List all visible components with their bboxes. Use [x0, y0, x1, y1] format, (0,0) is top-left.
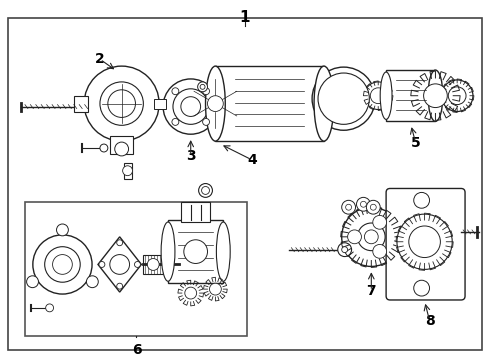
Circle shape	[173, 89, 208, 124]
Circle shape	[108, 90, 135, 117]
Circle shape	[370, 204, 376, 210]
Circle shape	[200, 84, 205, 89]
Bar	[74, 96, 88, 112]
Circle shape	[172, 118, 179, 125]
Circle shape	[201, 186, 210, 194]
Text: 3: 3	[186, 149, 196, 163]
Text: 2: 2	[95, 52, 105, 66]
Circle shape	[414, 193, 430, 208]
Circle shape	[99, 261, 105, 267]
Bar	[168, 220, 223, 283]
Circle shape	[84, 66, 159, 141]
Circle shape	[441, 80, 473, 112]
Circle shape	[424, 84, 447, 108]
Circle shape	[358, 223, 385, 251]
Circle shape	[365, 82, 392, 109]
Text: 7: 7	[367, 284, 376, 298]
Circle shape	[147, 258, 159, 270]
Text: 4: 4	[247, 153, 257, 167]
Circle shape	[184, 240, 207, 264]
Circle shape	[367, 200, 380, 214]
Circle shape	[345, 204, 351, 210]
Bar	[110, 136, 133, 154]
Circle shape	[52, 255, 73, 274]
Circle shape	[342, 200, 356, 214]
Bar	[123, 163, 131, 179]
Circle shape	[373, 215, 387, 229]
Circle shape	[56, 224, 69, 236]
Circle shape	[357, 197, 370, 211]
Ellipse shape	[161, 222, 175, 281]
Bar	[154, 99, 166, 109]
Circle shape	[414, 280, 430, 296]
Circle shape	[197, 82, 207, 92]
Circle shape	[198, 184, 213, 197]
Bar	[181, 202, 211, 222]
Circle shape	[117, 240, 122, 246]
Circle shape	[110, 255, 129, 274]
Ellipse shape	[380, 72, 392, 120]
Ellipse shape	[205, 66, 225, 141]
Bar	[386, 70, 436, 121]
Circle shape	[122, 166, 132, 176]
Circle shape	[373, 244, 387, 258]
Circle shape	[181, 97, 200, 116]
Circle shape	[361, 201, 367, 207]
Ellipse shape	[217, 222, 230, 281]
Circle shape	[207, 96, 223, 112]
Circle shape	[185, 287, 196, 299]
Circle shape	[312, 67, 375, 130]
Circle shape	[45, 247, 80, 282]
Circle shape	[397, 214, 452, 269]
Text: 6: 6	[132, 343, 141, 357]
Circle shape	[117, 283, 122, 289]
Bar	[216, 66, 324, 141]
Circle shape	[318, 73, 369, 124]
Bar	[25, 202, 247, 336]
Ellipse shape	[428, 70, 443, 121]
Circle shape	[86, 276, 98, 288]
FancyBboxPatch shape	[386, 189, 465, 300]
Circle shape	[448, 87, 466, 105]
Bar	[144, 255, 163, 274]
Circle shape	[100, 144, 108, 152]
Circle shape	[134, 261, 141, 267]
Circle shape	[338, 243, 351, 257]
Circle shape	[163, 79, 219, 134]
Circle shape	[172, 88, 179, 95]
Circle shape	[365, 230, 378, 244]
Ellipse shape	[314, 66, 334, 141]
Circle shape	[210, 283, 221, 295]
Text: 8: 8	[425, 314, 435, 328]
Circle shape	[115, 142, 128, 156]
Text: 5: 5	[411, 136, 420, 150]
Circle shape	[342, 207, 401, 266]
Circle shape	[370, 88, 386, 104]
Circle shape	[347, 230, 362, 244]
Text: 1: 1	[240, 10, 250, 25]
Circle shape	[100, 82, 144, 125]
Circle shape	[203, 118, 210, 125]
Polygon shape	[98, 237, 142, 292]
Circle shape	[46, 304, 53, 312]
Circle shape	[409, 226, 441, 257]
Circle shape	[33, 235, 92, 294]
Circle shape	[26, 276, 38, 288]
Circle shape	[203, 88, 210, 95]
Circle shape	[342, 247, 347, 253]
